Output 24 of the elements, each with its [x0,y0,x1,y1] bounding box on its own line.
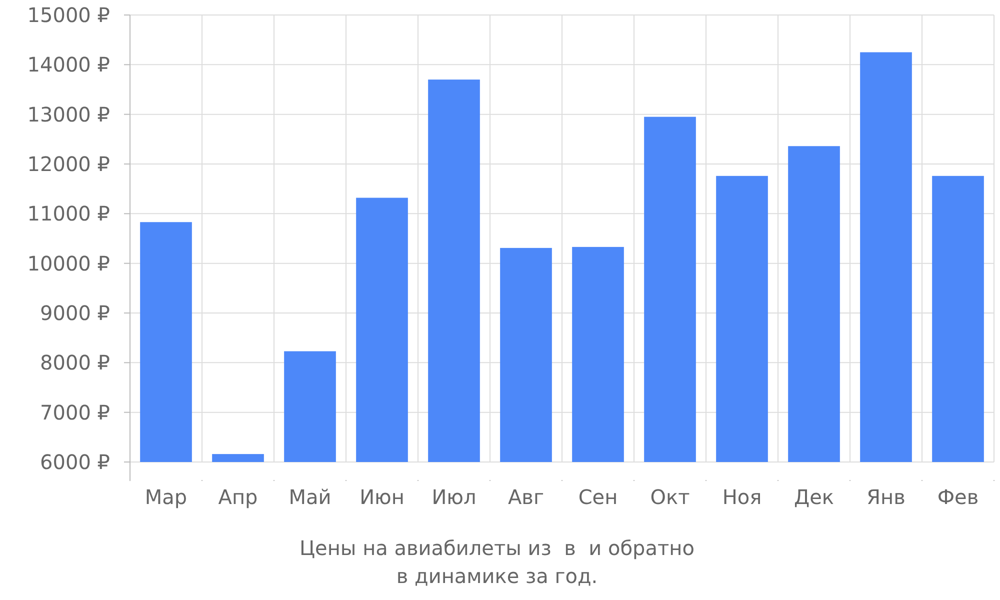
y-tick-label: 9000 ₽ [40,301,110,325]
y-tick-label: 12000 ₽ [27,152,110,176]
x-tick-label: Фев [937,485,979,509]
x-tick-label: Май [288,485,332,509]
y-tick-label: 11000 ₽ [27,202,110,226]
x-tick-label: Окт [650,485,690,509]
x-tick-label: Июн [360,485,404,509]
y-tick-label: 13000 ₽ [27,102,110,126]
y-tick-label: 7000 ₽ [40,400,110,424]
x-tick-label: Июл [432,485,476,509]
text: в динамике за год. [396,564,598,588]
x-axis-title: Цены на авиабилеты из в и обратно [300,536,694,560]
x-tick-label: Авг [508,485,544,509]
x-tick-label: Дек [794,485,834,509]
x-tick-label: Мар [144,485,188,509]
y-tick-label: 8000 ₽ [40,350,110,375]
x-tick-label: Ноя [722,485,762,509]
y-tick-label: 14000 ₽ [27,52,110,77]
x-tick-label: Сен [578,485,618,509]
y-tick-label: 15000 ₽ [27,3,110,27]
x-tick-label: Апр [218,485,258,509]
y-tick-label: 6000 ₽ [40,450,110,474]
y-tick-label: 10000 ₽ [27,251,110,276]
x-tick-label: Янв [866,485,906,509]
